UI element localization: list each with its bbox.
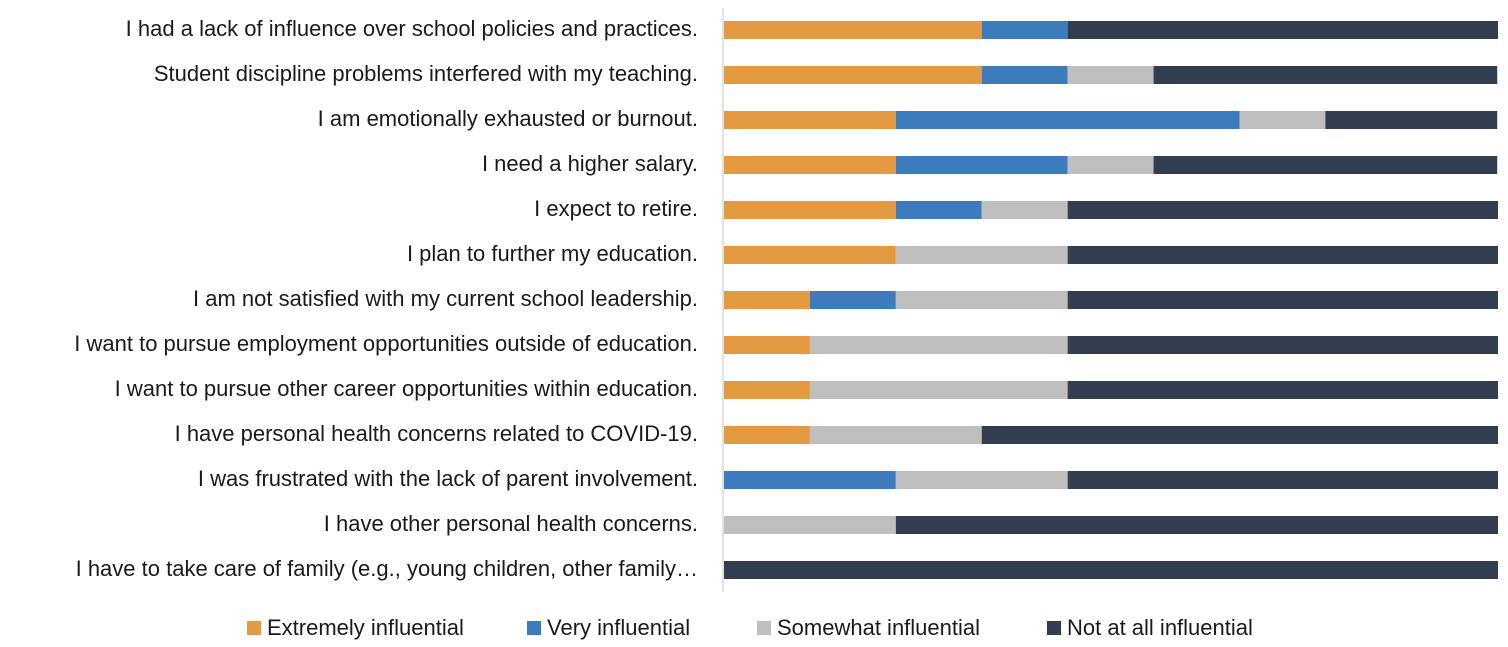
category-label: I want to pursue employment opportunitie… (74, 331, 698, 356)
bar-segment (1067, 66, 1154, 84)
bar-segment (1153, 156, 1498, 174)
bar-segment (1325, 111, 1498, 129)
category-label: Student discipline problems interfered w… (154, 61, 698, 86)
bar-segment (1067, 21, 1498, 39)
bar-segment (809, 381, 1068, 399)
bar-segment (895, 291, 1068, 309)
bar-segment (809, 291, 896, 309)
bar-segment (1239, 111, 1326, 129)
bar-segment (1067, 201, 1498, 219)
bar-segment (724, 246, 896, 264)
bar-segment (1067, 156, 1154, 174)
bar-segment (895, 471, 1068, 489)
category-label: I have personal health concerns related … (175, 421, 698, 446)
legend-label: Somewhat influential (777, 615, 980, 640)
category-label: I plan to further my education. (407, 241, 698, 266)
bar-segment (895, 111, 1240, 129)
bar-segment (724, 471, 896, 489)
bar-segment (1067, 246, 1498, 264)
bar-segment (724, 336, 810, 354)
legend-swatch (247, 621, 261, 635)
category-label: I want to pursue other career opportunit… (115, 376, 698, 401)
legend-label: Very influential (547, 615, 690, 640)
category-label: I have to take care of family (e.g., you… (76, 556, 698, 581)
category-label: I expect to retire. (534, 196, 698, 221)
legend-label: Extremely influential (267, 615, 464, 640)
bar-segment (895, 246, 1068, 264)
bar-segment (1067, 336, 1498, 354)
bar-segment (981, 201, 1068, 219)
bar-segment (809, 336, 1068, 354)
legend-label: Not at all influential (1067, 615, 1253, 640)
bar-segment (981, 66, 1068, 84)
legend-swatch (527, 621, 541, 635)
bar-segment (724, 381, 810, 399)
bar-segment (1153, 66, 1498, 84)
legend-swatch (1047, 621, 1061, 635)
bar-segment (1067, 291, 1498, 309)
bar-segment (724, 201, 896, 219)
category-label: I am not satisfied with my current schoo… (193, 286, 698, 311)
bar-segment (724, 111, 896, 129)
bar-segment (724, 156, 896, 174)
bar-segment (724, 516, 896, 534)
category-label: I need a higher salary. (482, 151, 698, 176)
bar-segment (809, 426, 982, 444)
bar-segment (895, 516, 1498, 534)
bar-segment (724, 561, 1498, 579)
category-label: I have other personal health concerns. (324, 511, 698, 536)
bar-segment (724, 66, 982, 84)
legend-swatch (757, 621, 771, 635)
category-label: I had a lack of influence over school po… (126, 16, 698, 41)
category-label: I was frustrated with the lack of parent… (198, 466, 698, 491)
bar-segment (895, 156, 1068, 174)
bar-segment (1067, 471, 1498, 489)
bar-segment (981, 426, 1498, 444)
bar-segment (981, 21, 1068, 39)
bar-segment (895, 201, 982, 219)
bar-segment (724, 426, 810, 444)
bar-segment (1067, 381, 1498, 399)
bar-segment (724, 291, 810, 309)
bar-segment (724, 21, 982, 39)
category-label: I am emotionally exhausted or burnout. (318, 106, 698, 131)
